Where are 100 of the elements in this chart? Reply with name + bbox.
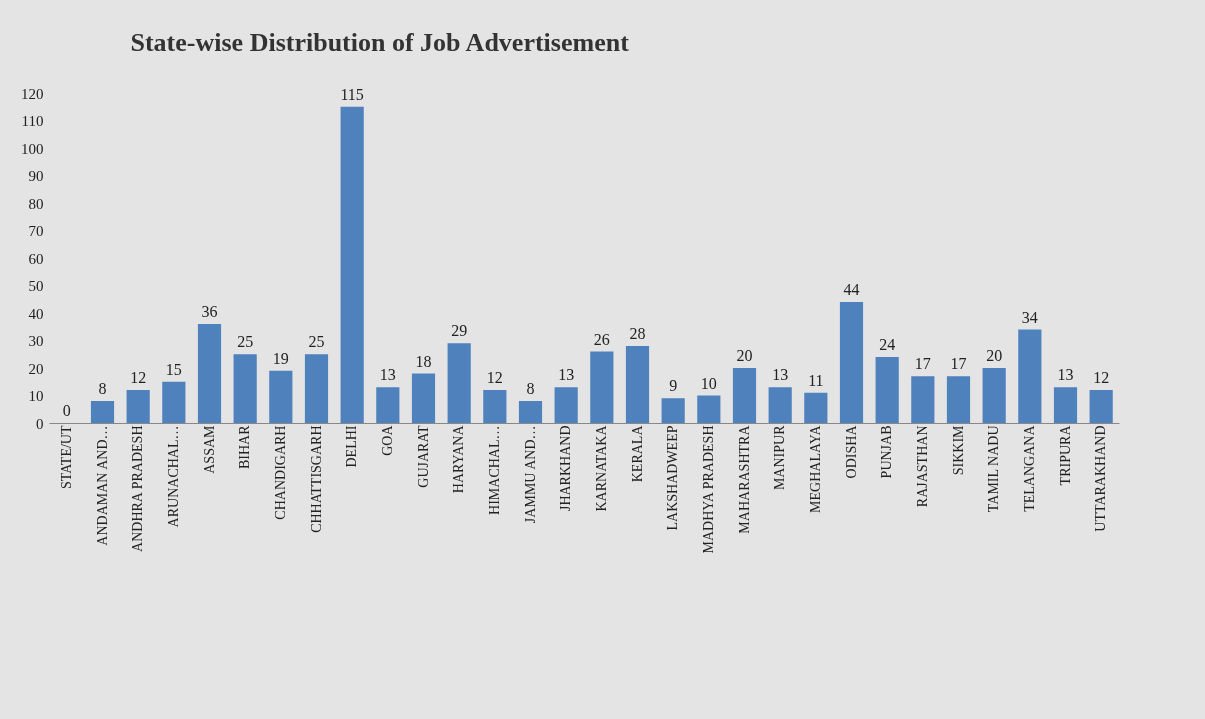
bar <box>197 324 222 423</box>
y-tick-label: 90 <box>28 168 44 184</box>
bar <box>1018 329 1042 423</box>
bar <box>126 390 150 423</box>
data-label: 13 <box>558 366 575 384</box>
data-label: 19 <box>272 349 289 367</box>
bar <box>590 351 614 423</box>
x-tick-label: MANIPUR <box>772 424 788 491</box>
bar <box>697 395 721 423</box>
y-tick-label: 70 <box>28 223 44 239</box>
x-tick-label: JHARKHAND <box>558 425 574 512</box>
x-tick-label: CHANDIGARH <box>272 425 288 520</box>
x-tick-label: ANDHRA PRADESH <box>130 425 146 552</box>
data-label: 9 <box>669 377 678 395</box>
data-label: 24 <box>879 336 896 353</box>
x-tick-label: LAKSHADWEEP <box>665 425 681 531</box>
x-tick-label: ANDAMAN AND… <box>94 425 110 546</box>
data-label: 18 <box>415 352 432 370</box>
x-tick-label: TAMIL NADU <box>986 425 1002 513</box>
x-tick-label: UTTARAKHAND <box>1093 425 1109 532</box>
bar <box>376 387 400 423</box>
y-tick-label: 30 <box>28 333 44 349</box>
x-tick-label: ARUNACHAL… <box>165 425 181 528</box>
x-tick-label: ODISHA <box>843 424 859 479</box>
data-label: 12 <box>130 369 147 386</box>
data-label: 13 <box>772 366 789 384</box>
data-label: 10 <box>700 374 717 392</box>
x-tick-label: ASSAM <box>201 424 217 474</box>
data-label: 36 <box>201 303 218 320</box>
bar <box>90 401 115 423</box>
data-label: 13 <box>379 366 396 384</box>
x-tick-label: CHHATTISGARH <box>308 425 324 533</box>
x-tick-label: KERALA <box>629 424 645 483</box>
bar <box>483 390 507 423</box>
data-label: 11 <box>808 371 824 389</box>
data-label: 8 <box>98 380 107 397</box>
y-tick-label: 110 <box>21 113 44 129</box>
data-label: 15 <box>165 360 182 378</box>
bar <box>518 401 543 423</box>
x-tick-label: BIHAR <box>237 424 253 470</box>
x-tick-label: TRIPURA <box>1057 424 1073 486</box>
bar <box>875 357 899 423</box>
bar <box>162 381 186 423</box>
y-tick-label: 50 <box>28 278 44 294</box>
bar <box>233 354 257 423</box>
bar <box>768 387 792 423</box>
bar <box>411 373 436 423</box>
chart-title: State-wise Distribution of Job Advertisement <box>130 28 630 57</box>
y-tick-label: 100 <box>21 140 44 157</box>
data-label: 26 <box>593 330 610 348</box>
data-label: 17 <box>914 355 931 373</box>
x-tick-label: SIKKIM <box>950 424 966 476</box>
bar <box>911 376 935 423</box>
x-tick-label: TELANGANA <box>1021 424 1037 512</box>
x-tick-label: HARYANA <box>451 424 467 494</box>
x-tick-label: GOA <box>379 424 395 456</box>
y-tick-label: 0 <box>36 415 44 432</box>
data-label: 34 <box>1021 308 1038 326</box>
x-tick-label: RAJASTHAN <box>914 425 930 508</box>
data-label: 13 <box>1057 366 1074 384</box>
data-label: 25 <box>237 333 254 351</box>
bar <box>625 346 650 423</box>
y-tick-label: 80 <box>28 195 44 212</box>
bar <box>732 368 757 423</box>
bar <box>269 370 293 423</box>
x-tick-label: HIMACHAL… <box>486 425 502 515</box>
x-tick-label: STATE/UT <box>58 425 74 489</box>
y-tick-label: 10 <box>28 388 44 404</box>
bar <box>447 343 471 423</box>
x-tick-label: DELHI <box>344 425 360 468</box>
data-label: 28 <box>629 325 646 342</box>
y-tick-label: 120 <box>21 85 44 102</box>
y-tick-label: 20 <box>28 360 44 377</box>
data-label: 0 <box>62 402 71 419</box>
bar <box>1089 390 1113 423</box>
data-label: 44 <box>843 281 860 298</box>
y-tick-label: 60 <box>28 250 44 267</box>
bar <box>839 302 864 423</box>
bar <box>340 106 364 423</box>
data-label: 29 <box>451 322 468 340</box>
bar <box>982 368 1006 423</box>
data-label: 115 <box>340 85 364 103</box>
data-label: 20 <box>736 347 753 364</box>
data-label: 12 <box>486 369 503 386</box>
x-tick-label: GUJARAT <box>415 425 431 488</box>
bar <box>946 376 971 423</box>
bar <box>304 354 329 423</box>
x-tick-label: MADHYA PRADESH <box>700 425 716 554</box>
bar <box>804 392 828 423</box>
x-tick-label: KARNATAKA <box>593 424 609 512</box>
x-tick-label: MAHARASHTRA <box>736 424 752 534</box>
x-tick-label: JAMMU AND… <box>522 425 538 524</box>
y-tick-label: 40 <box>28 305 44 322</box>
bar <box>554 387 578 423</box>
data-label: 25 <box>308 333 325 351</box>
bar <box>661 398 685 423</box>
bar <box>1053 387 1078 423</box>
data-label: 20 <box>986 347 1003 364</box>
x-tick-label: MEGHALAYA <box>807 424 823 513</box>
data-label: 8 <box>526 380 535 397</box>
